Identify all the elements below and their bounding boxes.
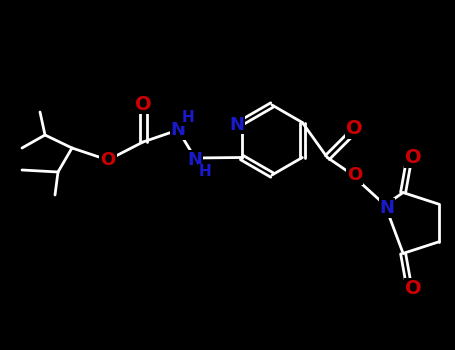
Text: N: N	[171, 121, 186, 139]
Text: O: O	[347, 167, 362, 184]
Text: N: N	[379, 199, 394, 217]
Text: N: N	[187, 151, 202, 169]
Text: H: H	[182, 111, 194, 126]
Text: N: N	[229, 116, 244, 133]
Text: O: O	[405, 279, 421, 298]
Text: H: H	[199, 164, 212, 180]
Text: O: O	[101, 151, 116, 169]
Text: O: O	[135, 94, 152, 113]
Text: O: O	[405, 148, 421, 167]
Text: O: O	[346, 119, 363, 138]
